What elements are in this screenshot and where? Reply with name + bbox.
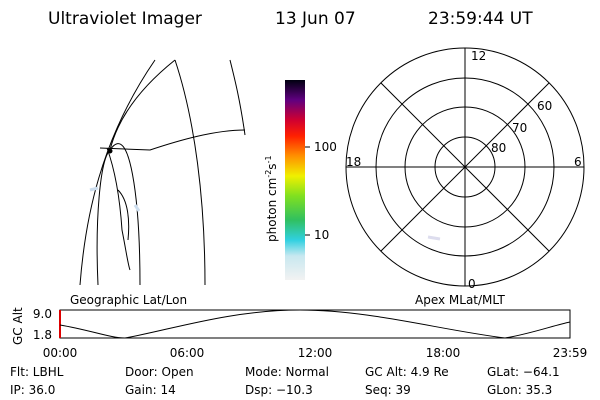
info-field: Seq: 39 (365, 383, 411, 397)
info-field: Door: Open (125, 365, 194, 379)
info-field: IP: 36.0 (10, 383, 55, 397)
map (79, 59, 246, 286)
axis-label: GC Alt (11, 307, 25, 345)
info-field: Flt: LBHL (10, 365, 64, 379)
x-tick-label: 18:00 (426, 346, 461, 360)
time: 23:59:44 UT (428, 9, 533, 29)
x-tick-label: 00:00 (43, 346, 78, 360)
y-tick-label: 1.8 (33, 328, 52, 342)
mlt-label: 12 (471, 49, 486, 63)
polar-plot: 12 6 18 0 60 70 80 (345, 47, 585, 291)
colorbar: 100 10 photon cm-2s-1 (264, 80, 337, 280)
info-field: GLat: −64.1 (487, 365, 560, 379)
y-tick-label: 9.0 (33, 307, 52, 321)
colorbar-tick: 10 (314, 228, 329, 242)
mlt-label: 0 (468, 277, 476, 291)
title: Ultraviolet Imager (48, 9, 202, 29)
info-field: Gain: 14 (125, 383, 176, 397)
info-field: Dsp: −10.3 (245, 383, 313, 397)
colorbar-unit: photon cm-2s-1 (264, 155, 279, 242)
lat-label: 60 (537, 99, 552, 113)
colorbar-tick: 100 (314, 140, 337, 154)
info-field: GC Alt: 4.9 Re (365, 365, 449, 379)
strip-label: Geographic Lat/Lon (70, 293, 187, 307)
x-tick-label: 23:59 (553, 346, 588, 360)
altitude-strip: Geographic Lat/Lon Apex MLat/MLT GC Alt … (11, 293, 587, 360)
strip-label: Apex MLat/MLT (415, 293, 505, 307)
x-tick-label: 12:00 (298, 346, 333, 360)
lat-label: 80 (491, 141, 506, 155)
mlt-label: 18 (346, 155, 361, 169)
info-panel: Flt: LBHL Door: Open Mode: Normal GC Alt: 4… (10, 365, 560, 397)
date: 13 Jun 07 (275, 9, 356, 29)
lat-label: 70 (512, 121, 527, 135)
mlt-label: 6 (574, 155, 582, 169)
info-field: GLon: 35.3 (487, 383, 552, 397)
x-tick-label: 06:00 (170, 346, 205, 360)
info-field: Mode: Normal (245, 365, 329, 379)
